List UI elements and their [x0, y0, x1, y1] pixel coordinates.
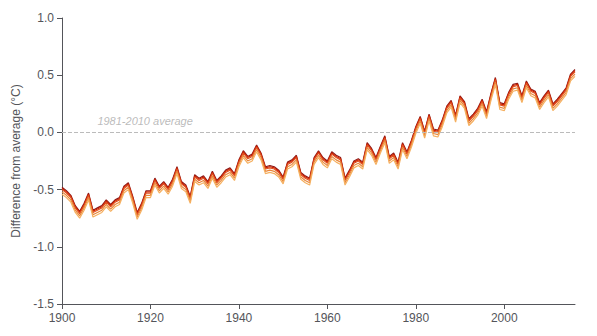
svg-text:0.0: 0.0 — [37, 125, 54, 139]
svg-text:-1.5: -1.5 — [33, 297, 54, 311]
svg-text:0.5: 0.5 — [37, 68, 54, 82]
svg-text:1920: 1920 — [137, 311, 164, 325]
svg-text:1.0: 1.0 — [37, 11, 54, 25]
svg-text:1980: 1980 — [402, 311, 429, 325]
svg-text:1981-2010 average: 1981-2010 average — [97, 115, 192, 127]
svg-text:1960: 1960 — [314, 311, 341, 325]
svg-text:-0.5: -0.5 — [33, 183, 54, 197]
svg-text:Difference from average (°C): Difference from average (°C) — [9, 84, 23, 237]
svg-text:1940: 1940 — [226, 311, 253, 325]
svg-text:1900: 1900 — [49, 311, 76, 325]
svg-text:2000: 2000 — [491, 311, 518, 325]
svg-text:-1.0: -1.0 — [33, 240, 54, 254]
